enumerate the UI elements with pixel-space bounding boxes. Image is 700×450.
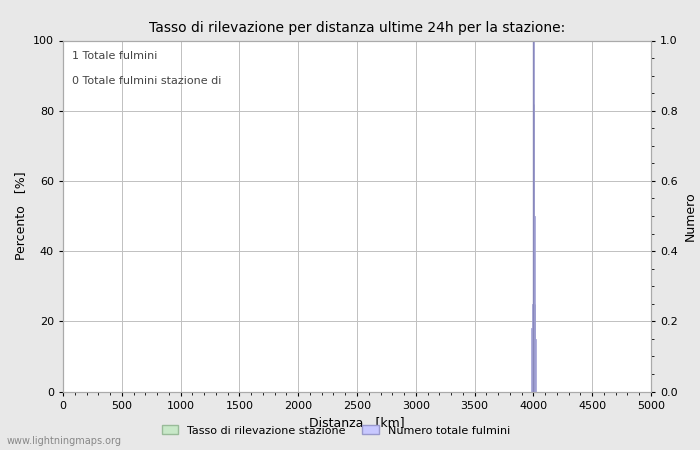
Y-axis label: Percento   [%]: Percento [%] — [15, 172, 27, 260]
Y-axis label: Numero: Numero — [683, 191, 696, 241]
Text: 0 Totale fulmini stazione di: 0 Totale fulmini stazione di — [72, 76, 221, 86]
Legend: Tasso di rilevazione stazione, Numero totale fulmini: Tasso di rilevazione stazione, Numero to… — [158, 421, 514, 440]
Title: Tasso di rilevazione per distanza ultime 24h per la stazione:: Tasso di rilevazione per distanza ultime… — [149, 21, 565, 35]
X-axis label: Distanza   [km]: Distanza [km] — [309, 416, 405, 429]
Text: www.lightningmaps.org: www.lightningmaps.org — [7, 436, 122, 446]
Text: 1 Totale fulmini: 1 Totale fulmini — [72, 51, 158, 61]
